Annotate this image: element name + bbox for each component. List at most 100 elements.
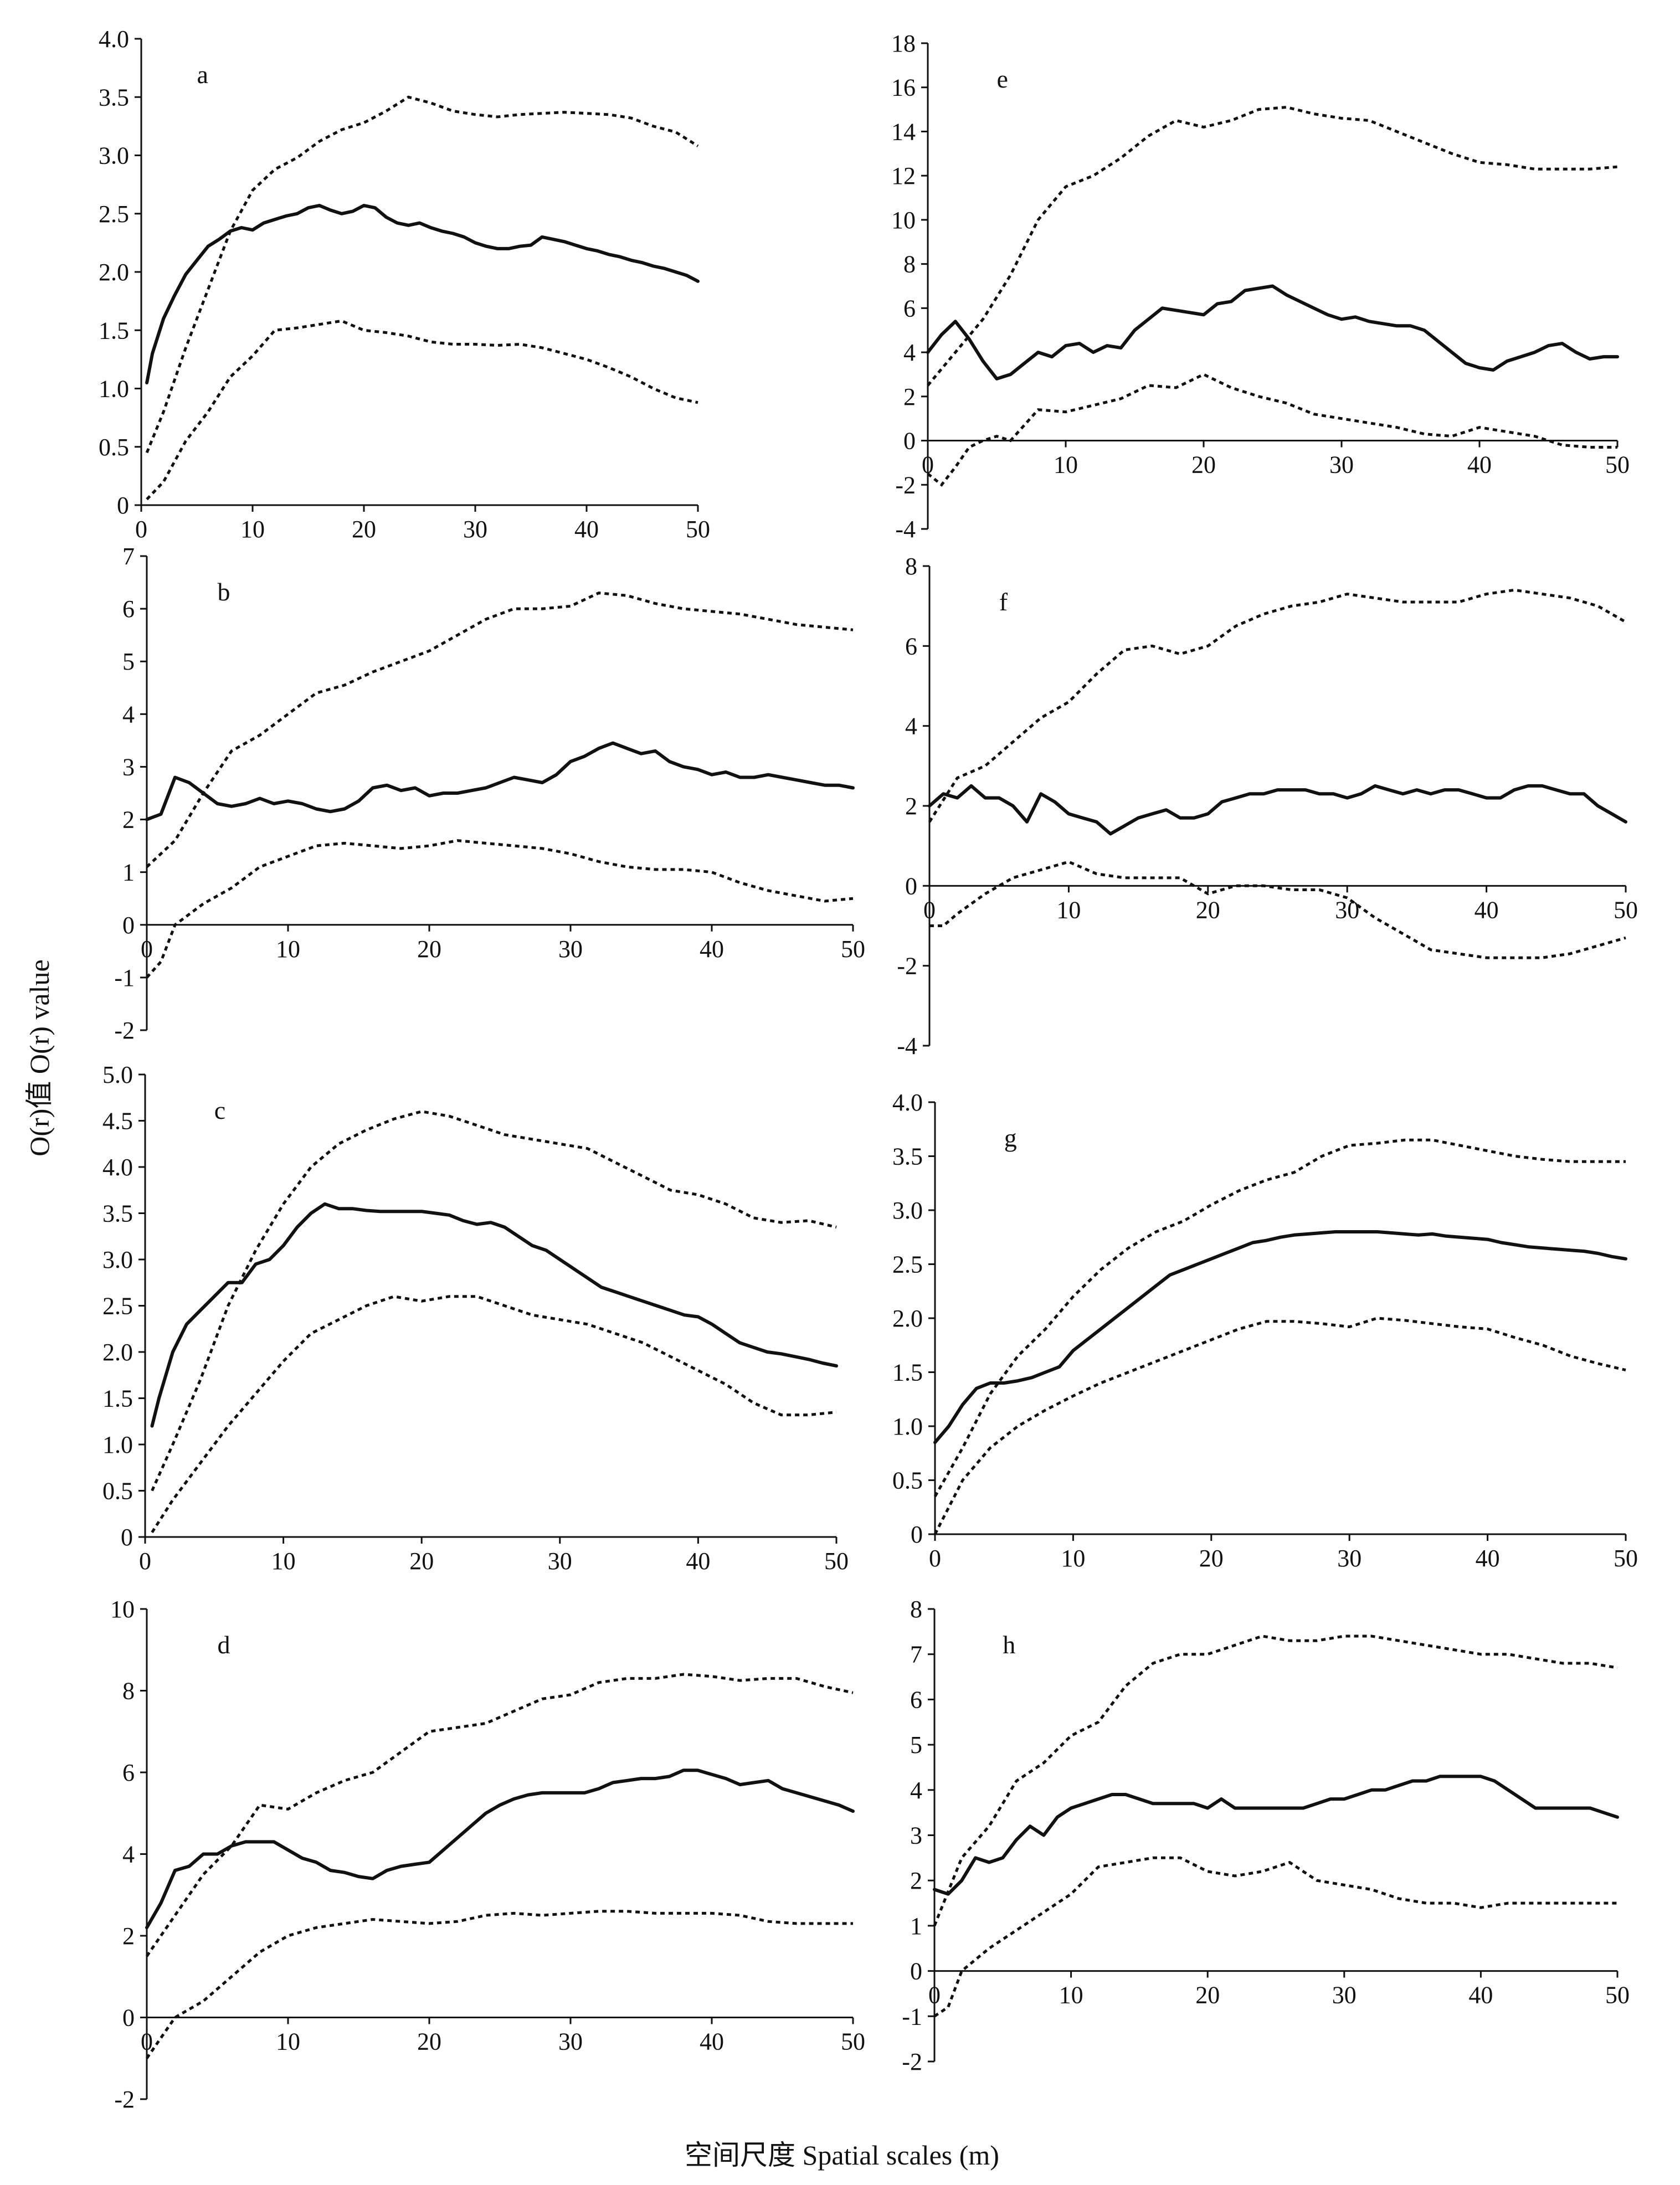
y-tick-label: 0	[905, 872, 917, 899]
x-tick-label: 40	[1468, 1982, 1493, 2009]
x-tick-label: 10	[276, 935, 300, 963]
x-tick-label: 50	[824, 1548, 849, 1575]
observed-line	[933, 1230, 1627, 1444]
y-tick-label: 5.0	[102, 1061, 133, 1088]
lower-envelope-line	[146, 319, 698, 501]
y-tick-label: -2	[114, 1017, 135, 1044]
upper-envelope-line	[151, 1110, 837, 1492]
x-tick-label: 50	[841, 2028, 865, 2055]
x-tick-label: 20	[1195, 1982, 1220, 2009]
y-tick-label: 3.5	[892, 1143, 923, 1170]
x-tick-label: 10	[1056, 896, 1081, 923]
panel-g: 0 0.5 1.0 1.5 2.0 2.5 3.0 3.5 4.0 0 10 20 30 40 50 g	[892, 1089, 1638, 1572]
x-tick-label: 30	[1337, 1545, 1362, 1572]
x-tick-label: 30	[558, 2028, 583, 2055]
panel-d: -2 0 2 4 6 8 10 0 10 20 30 40 50 d	[110, 1596, 865, 2113]
x-tick-label: 20	[1191, 451, 1216, 479]
x-tick-label: 20	[352, 516, 376, 543]
y-tick-label: 16	[891, 74, 916, 101]
y-tick-label: 0	[117, 492, 129, 519]
y-tick-label: 2	[122, 1922, 135, 1950]
y-tick-label: 4	[910, 1777, 922, 1804]
observed-line	[928, 784, 1627, 836]
y-tick-label: -4	[897, 1032, 917, 1060]
x-tick-label: 40	[686, 1548, 710, 1575]
x-tick-label: 40	[700, 2028, 724, 2055]
x-tick-label: 40	[1476, 1545, 1500, 1572]
y-tick-label: 6	[905, 633, 917, 660]
y-tick-label: 4.0	[99, 25, 129, 53]
x-tick-label: 40	[700, 935, 724, 963]
x-tick-label: 30	[1332, 1982, 1357, 2009]
y-tick-label: 12	[891, 162, 916, 189]
lower-envelope-line	[929, 860, 1626, 959]
panel-label: b	[218, 578, 230, 606]
y-tick-label: 14	[891, 118, 916, 145]
y-tick-label: 7	[910, 1641, 922, 1668]
upper-envelope-line	[928, 588, 1627, 823]
x-tick-label: 20	[1196, 896, 1220, 923]
upper-envelope-line	[146, 592, 854, 868]
x-tick-label: 0	[922, 451, 934, 479]
x-tick-label: 10	[1054, 451, 1078, 479]
panel-label: d	[218, 1631, 230, 1659]
x-tick-label: 0	[139, 1548, 151, 1575]
x-tick-label: 20	[417, 935, 441, 963]
y-tick-label: 2.5	[102, 1293, 133, 1320]
y-tick-label: 6	[903, 295, 916, 322]
x-tick-label: 30	[548, 1548, 572, 1575]
y-tick-label: 0.5	[892, 1467, 923, 1494]
y-tick-label: 4	[903, 339, 916, 366]
y-tick-label: 1.0	[102, 1431, 133, 1458]
lower-envelope-line	[933, 1317, 1626, 1535]
x-tick-label: 10	[271, 1548, 296, 1575]
y-tick-label: 2.0	[99, 259, 129, 286]
y-tick-label: 5	[122, 648, 135, 675]
panel-label: g	[1004, 1124, 1017, 1152]
x-tick-label: 40	[574, 516, 599, 543]
y-tick-label: 0	[121, 1524, 133, 1551]
y-tick-label: 1.0	[892, 1413, 923, 1440]
y-tick-label: 0	[910, 1958, 922, 1985]
observed-line	[933, 1775, 1619, 1896]
y-tick-label: -1	[114, 964, 135, 991]
x-tick-label: 0	[923, 896, 936, 923]
upper-envelope-line	[145, 95, 699, 454]
x-tick-label: 50	[1614, 896, 1638, 923]
y-tick-label: 2.5	[99, 200, 129, 228]
y-tick-label: 2	[905, 793, 917, 820]
panel-label: e	[997, 65, 1008, 93]
x-tick-label: 30	[463, 516, 487, 543]
x-tick-label: 10	[1061, 1545, 1085, 1572]
x-tick-label: 10	[1059, 1982, 1083, 2009]
lower-envelope-line	[927, 373, 1617, 487]
y-tick-label: 4.0	[892, 1089, 923, 1116]
y-tick-label: 0.5	[99, 434, 129, 461]
observed-line	[145, 741, 855, 821]
x-tick-label: 50	[1605, 1982, 1630, 2009]
observed-line	[926, 284, 1619, 381]
y-tick-label: 3.5	[99, 84, 129, 111]
x-tick-label: 40	[1475, 896, 1499, 923]
y-tick-label: 1.0	[99, 376, 129, 403]
x-tick-label: 50	[1605, 451, 1630, 479]
y-tick-label: 5	[910, 1731, 922, 1759]
y-tick-label: -1	[902, 2003, 922, 2030]
y-tick-label: 2	[903, 383, 916, 410]
x-tick-label: 0	[135, 516, 147, 543]
y-tick-label: 2.0	[102, 1339, 133, 1366]
x-tick-label: 0	[141, 2028, 153, 2055]
panels-group: 00.51.01.52.02.53.03.54.00 10 20 30 40 50a-2-…	[99, 25, 1638, 2113]
upper-envelope-line	[145, 1673, 854, 1957]
upper-envelope-line	[927, 106, 1618, 387]
y-tick-label: 8	[903, 251, 916, 278]
y-tick-label: 0	[122, 2004, 135, 2032]
y-tick-label: 1.5	[892, 1359, 923, 1386]
y-tick-label: 4	[122, 701, 135, 728]
y-tick-label: 4.0	[102, 1154, 133, 1181]
panel-c: 0 0.5 1.0 1.5 2.0 2.5 3.0 3.5 4.0 4.5 5.0 0 10 20 30 40…	[102, 1061, 849, 1575]
y-tick-label: -2	[897, 953, 917, 980]
